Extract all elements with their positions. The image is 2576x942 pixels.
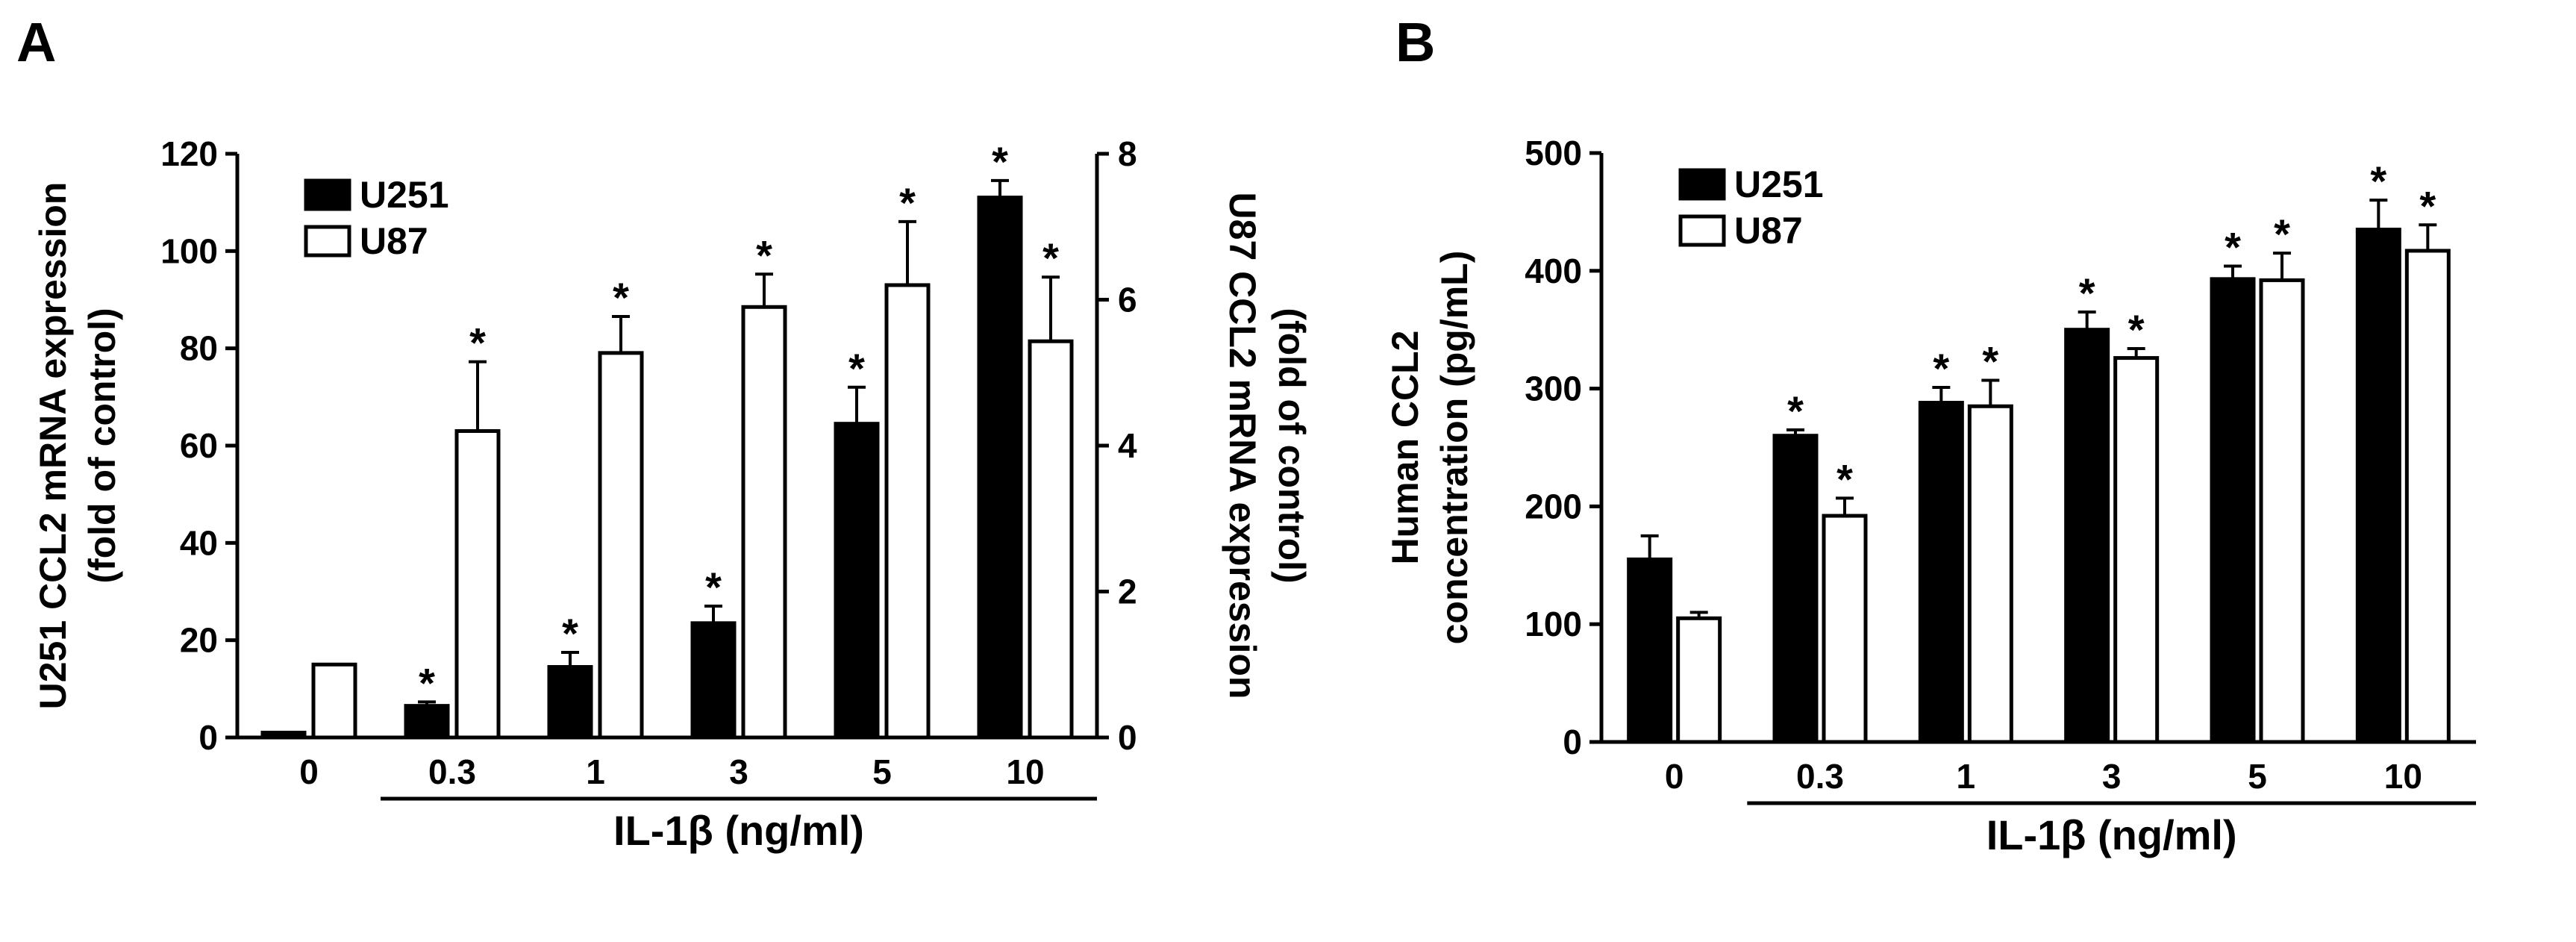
y-axis-label-right: (fold of control) <box>1271 308 1313 583</box>
significance-star: * <box>2370 157 2386 205</box>
significance-star: * <box>2419 182 2436 229</box>
y-tick-label-left: 40 <box>180 523 218 562</box>
bar-u87 <box>1822 514 1868 744</box>
y-tick-label-right: 4 <box>1118 426 1137 465</box>
significance-star: * <box>2079 269 2095 316</box>
significance-star: * <box>992 138 1008 185</box>
y-tick-label-right: 0 <box>1118 718 1137 757</box>
legend-swatch-u251 <box>1678 168 1726 201</box>
x-axis-label: IL-1β (ng/ml) <box>1986 811 2237 858</box>
x-tick-label: 10 <box>2384 757 2422 796</box>
legend-label-u87: U87 <box>1734 210 1803 252</box>
legend-swatch-u87 <box>1678 214 1726 247</box>
bar-u87 <box>2113 356 2160 744</box>
x-tick-label: 3 <box>2102 757 2122 796</box>
legend-swatch-u87 <box>304 225 351 258</box>
significance-star: * <box>2225 223 2241 270</box>
bar-u251 <box>2210 277 2256 744</box>
significance-star: * <box>1982 338 1998 385</box>
y-tick-label-left: 20 <box>180 621 218 660</box>
y-tick-label-left: 100 <box>160 231 218 270</box>
bar-u87 <box>598 351 644 740</box>
bar-u87 <box>2259 278 2305 744</box>
x-tick-label: 10 <box>1006 752 1044 791</box>
x-axis-label: IL-1β (ng/ml) <box>613 807 864 854</box>
legend-swatch-u251 <box>304 178 351 211</box>
y-tick-label-right: 6 <box>1118 281 1137 319</box>
x-tick-label: 1 <box>586 752 605 791</box>
x-tick-label: 0.3 <box>428 752 476 791</box>
y-axis-label-left: (fold of control) <box>81 308 123 583</box>
bar-u251 <box>1627 557 1673 744</box>
bar-u87 <box>454 428 501 740</box>
y-tick-label-right: 2 <box>1118 573 1137 611</box>
x-tick-label: 3 <box>729 752 748 791</box>
significance-star: * <box>613 274 629 321</box>
y-tick-label-left: 120 <box>160 134 218 173</box>
y-tick-label-left: 500 <box>1525 134 1582 172</box>
significance-star: * <box>1787 387 1804 434</box>
bar-u251 <box>260 730 307 740</box>
significance-star: * <box>2128 306 2145 353</box>
y-axis-label-right: U87 CCL2 mRNA expression <box>1222 193 1263 699</box>
y-tick-label-left: 400 <box>1525 252 1582 290</box>
bar-u87 <box>1676 616 1722 744</box>
x-tick-label: 5 <box>2248 757 2267 796</box>
significance-star: * <box>1042 234 1059 281</box>
bar-u87 <box>1967 404 2013 744</box>
y-tick-label-left: 300 <box>1525 369 1582 408</box>
x-tick-label: 5 <box>872 752 892 791</box>
y-tick-label-left: 100 <box>1525 605 1582 643</box>
bar-u251 <box>977 196 1023 740</box>
chart-b: 0 100 200 300 400 500 0 * * 0.3 * * 1 * * 3 * * 5 * * 10 IL-1β… <box>1384 134 2476 858</box>
significance-star: * <box>1933 345 1949 392</box>
y-axis-label-left: concentration (pg/mL) <box>1434 251 1475 645</box>
significance-star: * <box>899 179 916 226</box>
significance-star: * <box>705 564 722 611</box>
significance-star: * <box>419 659 435 706</box>
bar-u251 <box>2064 328 2110 744</box>
legend-label-u251: U251 <box>360 174 449 216</box>
legend-label-u87: U87 <box>360 220 428 262</box>
chart-a: 020406080100120024680**0.3**1**3**5**10I… <box>32 134 1313 854</box>
y-tick-label-left: 80 <box>180 329 218 368</box>
bar-u87 <box>2404 249 2451 744</box>
bar-u87 <box>741 305 787 740</box>
bar-u251 <box>834 422 880 740</box>
bar-u251 <box>1772 434 1819 744</box>
panel-label-a: A <box>16 11 56 73</box>
significance-star: * <box>469 319 486 366</box>
y-tick-label-left: 0 <box>1563 723 1582 761</box>
y-tick-label-right: 8 <box>1118 134 1137 173</box>
bar-u251 <box>690 621 737 740</box>
significance-star: * <box>2274 210 2290 258</box>
bar-u251 <box>547 665 593 740</box>
bar-u251 <box>1918 401 1964 744</box>
y-tick-label-left: 200 <box>1525 487 1582 525</box>
y-axis-label-left: U251 CCL2 mRNA expression <box>32 182 74 710</box>
legend-label-u251: U251 <box>1734 163 1824 205</box>
x-tick-label: 1 <box>1957 757 1976 796</box>
y-axis-label-left: Human CCL2 <box>1384 331 1426 565</box>
bar-u251 <box>404 704 450 740</box>
bar-u87 <box>1028 339 1074 740</box>
significance-star: * <box>756 231 772 278</box>
panel-label-b: B <box>1395 11 1435 73</box>
x-tick-label: 0 <box>299 752 319 791</box>
bar-u87 <box>884 283 931 740</box>
y-tick-label-left: 60 <box>180 426 218 465</box>
x-tick-label: 0 <box>1665 757 1684 796</box>
y-tick-label-left: 0 <box>198 718 218 757</box>
bar-u87 <box>311 662 357 740</box>
significance-star: * <box>1836 455 1853 502</box>
significance-star: * <box>848 345 865 392</box>
x-tick-label: 0.3 <box>1796 757 1844 796</box>
significance-star: * <box>562 610 578 657</box>
bar-u251 <box>2355 228 2401 744</box>
